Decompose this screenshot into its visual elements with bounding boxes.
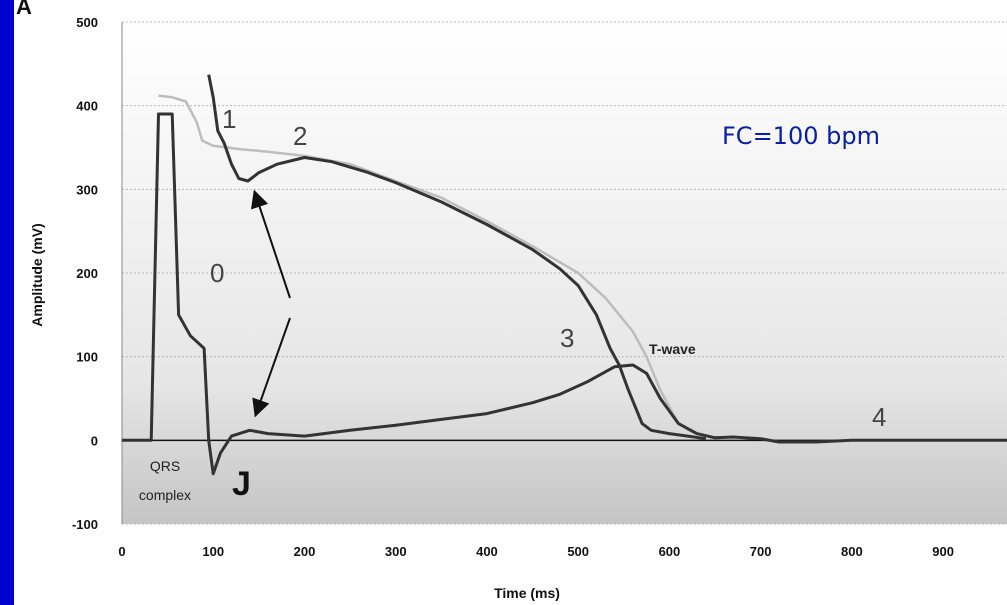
y-tick-label: 300 bbox=[76, 182, 98, 197]
data-series bbox=[122, 74, 1007, 476]
y-tick-label: 100 bbox=[76, 350, 98, 365]
x-axis-title: Time (ms) bbox=[494, 585, 560, 601]
qrs-label-line2: complex bbox=[139, 487, 191, 503]
phase-1-label: 1 bbox=[222, 104, 236, 134]
phase-3-label: 3 bbox=[560, 323, 574, 353]
j-point-label: J bbox=[232, 465, 251, 503]
series-line-3 bbox=[122, 112, 1007, 476]
series-line-1 bbox=[158, 94, 725, 440]
gridlines bbox=[122, 21, 1007, 525]
y-tick-label: 200 bbox=[76, 266, 98, 281]
x-tick-label: 100 bbox=[202, 544, 224, 559]
y-tick-label: 400 bbox=[76, 99, 98, 114]
panel-corner-label: A bbox=[16, 0, 32, 19]
series-line-2 bbox=[207, 74, 707, 441]
x-tick-label: 0 bbox=[118, 544, 125, 559]
x-tick-label: 400 bbox=[476, 544, 498, 559]
heart-rate-label: FC=100 bpm bbox=[722, 122, 880, 150]
y-tick-label: 500 bbox=[76, 15, 98, 30]
x-tick-label: 500 bbox=[567, 544, 589, 559]
arrow-up bbox=[251, 189, 291, 299]
qrs-label-line1: QRS bbox=[150, 458, 180, 474]
x-tick-label: 900 bbox=[932, 544, 954, 559]
phase-0-label: 0 bbox=[210, 258, 224, 288]
x-tick-label: 600 bbox=[659, 544, 681, 559]
phase-4-label: 4 bbox=[872, 402, 886, 432]
axes: -100 0 100 200 300 400 500 0 100 200 300 400 500 600 7… bbox=[72, 15, 1007, 559]
x-tick-label: 200 bbox=[294, 544, 316, 559]
x-tick-label: 300 bbox=[385, 544, 407, 559]
x-tick-label: 700 bbox=[750, 544, 772, 559]
phase-2-label: 2 bbox=[293, 121, 307, 151]
y-tick-label: -100 bbox=[72, 517, 98, 532]
t-wave-label: T-wave bbox=[649, 341, 696, 357]
y-tick-label: 0 bbox=[91, 433, 98, 448]
x-tick-label: 800 bbox=[841, 544, 863, 559]
arrow-down bbox=[252, 317, 291, 418]
y-axis-title: Amplitude (mV) bbox=[29, 223, 45, 326]
